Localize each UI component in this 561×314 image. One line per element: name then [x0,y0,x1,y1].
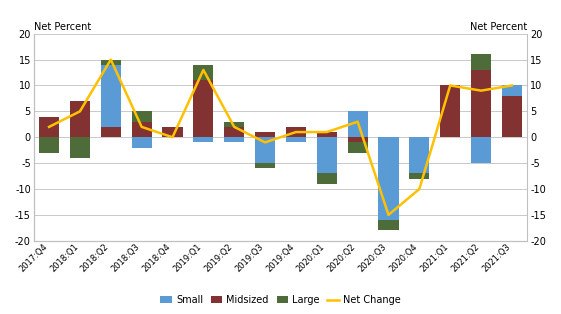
Bar [440,85,460,137]
Bar [502,85,522,96]
Text: Net Percent: Net Percent [34,22,91,32]
Bar [39,137,59,153]
Bar [348,111,367,137]
Bar [379,220,398,230]
Bar [317,137,337,173]
Bar [70,101,90,137]
Bar [101,60,121,65]
Bar [471,70,491,137]
Bar [255,163,275,168]
Bar [286,137,306,143]
Bar [255,132,275,137]
Bar [101,65,121,127]
Bar [317,173,337,184]
Bar [471,137,491,163]
Bar [224,127,244,137]
Bar [132,137,151,148]
Bar [255,137,275,163]
Bar [70,137,90,158]
Bar [194,65,213,80]
Bar [379,137,398,220]
Bar [502,96,522,137]
Bar [101,127,121,137]
Legend: Small, Midsized, Large, Net Change: Small, Midsized, Large, Net Change [157,291,404,309]
Bar [410,137,429,173]
Bar [224,137,244,143]
Bar [410,173,429,179]
Bar [39,116,59,137]
Bar [224,122,244,127]
Bar [348,143,367,153]
Bar [286,127,306,137]
Bar [163,127,182,137]
Bar [317,132,337,137]
Bar [194,137,213,143]
Bar [132,111,151,122]
Bar [471,54,491,70]
Bar [194,80,213,137]
Bar [348,137,367,143]
Bar [132,122,151,137]
Text: Net Percent: Net Percent [470,22,527,32]
